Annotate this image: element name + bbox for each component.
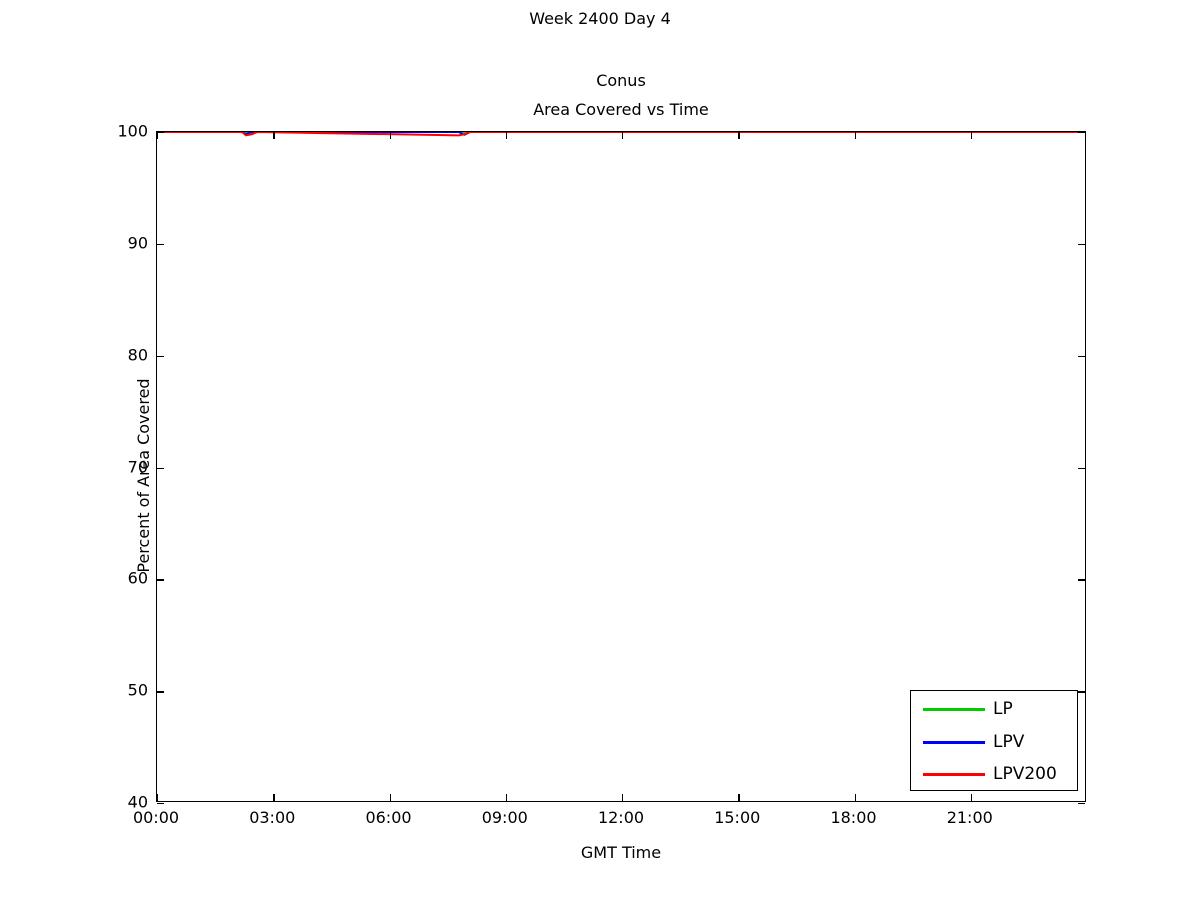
y-tick-label-4: 80: [127, 345, 148, 365]
y-tick-3: [157, 467, 164, 469]
y-tick-label-2: 60: [127, 568, 148, 588]
y-tick-0: [157, 803, 164, 805]
y-tick-4: [1078, 355, 1085, 358]
figure-title: Week 2400 Day 4: [529, 9, 671, 28]
legend-label-lpv200: LPV200: [993, 764, 1057, 784]
series-canvas: [157, 132, 1085, 801]
y-tick-5: [157, 243, 164, 246]
x-tick-2: [389, 132, 391, 139]
y-tick-2: [157, 579, 164, 581]
y-tick-label-6: 100: [117, 121, 148, 141]
y-tick-0: [1078, 803, 1085, 805]
x-axis-label: GMT Time: [580, 843, 662, 862]
legend-swatch-lpv: [923, 741, 985, 744]
x-tick-label-0: 00:00: [132, 808, 180, 827]
y-tick-1: [157, 691, 164, 693]
legend-swatch-lp: [923, 708, 985, 711]
plot-data-area: [157, 132, 1085, 801]
legend-swatch-lpv200: [923, 773, 985, 776]
y-tick-label-5: 90: [127, 233, 148, 253]
y-tick-5: [1078, 243, 1085, 246]
x-tick-0: [157, 132, 159, 139]
y-tick-1: [1078, 691, 1085, 693]
legend-entry-lpv[interactable]: LPV: [911, 726, 1077, 759]
x-tick-label-6: 18:00: [830, 808, 877, 827]
legend-entry-lpv200[interactable]: LPV200: [911, 758, 1077, 791]
x-tick-label-2: 06:00: [365, 808, 412, 827]
x-tick-label-1: 03:00: [249, 808, 296, 827]
x-tick-5: [738, 132, 740, 139]
legend-label-lp: LP: [993, 699, 1013, 719]
x-tick-5: [738, 794, 740, 801]
x-tick-3: [505, 794, 508, 801]
plot-axes: [156, 131, 1086, 805]
x-tick-label-5: 15:00: [714, 808, 761, 827]
chart-legend: LP LPV LPV200: [910, 690, 1078, 791]
y-tick-label-1: 50: [127, 680, 148, 700]
y-tick-2: [1078, 579, 1085, 581]
x-tick-0: [157, 794, 159, 801]
x-tick-7: [970, 794, 973, 801]
y-tick-6: [157, 132, 164, 134]
legend-label-lpv: LPV: [993, 732, 1025, 752]
plot-title-line-2: Area Covered vs Time: [533, 100, 709, 119]
x-tick-4: [622, 794, 624, 801]
x-tick-4: [622, 132, 624, 139]
x-tick-label-7: 21:00: [946, 808, 993, 827]
y-tick-label-3: 70: [127, 457, 148, 476]
plot-title: Conus Area Covered vs Time: [156, 66, 1086, 124]
y-tick-3: [1078, 467, 1085, 469]
y-tick-4: [157, 355, 164, 358]
x-tick-3: [505, 132, 508, 139]
x-tick-2: [389, 794, 391, 801]
x-tick-7: [970, 132, 973, 139]
y-tick-6: [1078, 132, 1085, 134]
y-axis-label: Percent of Area Covered: [134, 378, 153, 573]
x-tick-1: [273, 132, 275, 139]
plot-title-line-1: Conus: [596, 71, 646, 90]
y-tick-label-0: 40: [127, 792, 148, 812]
x-tick-label-4: 12:00: [597, 808, 645, 827]
legend-entry-lp[interactable]: LP: [911, 693, 1077, 726]
x-tick-6: [854, 132, 856, 139]
series-line-lpv200: [157, 132, 1085, 135]
x-tick-1: [273, 794, 275, 801]
x-tick-6: [854, 794, 856, 801]
x-tick-label-3: 09:00: [481, 808, 528, 827]
series-group: [157, 132, 1085, 135]
